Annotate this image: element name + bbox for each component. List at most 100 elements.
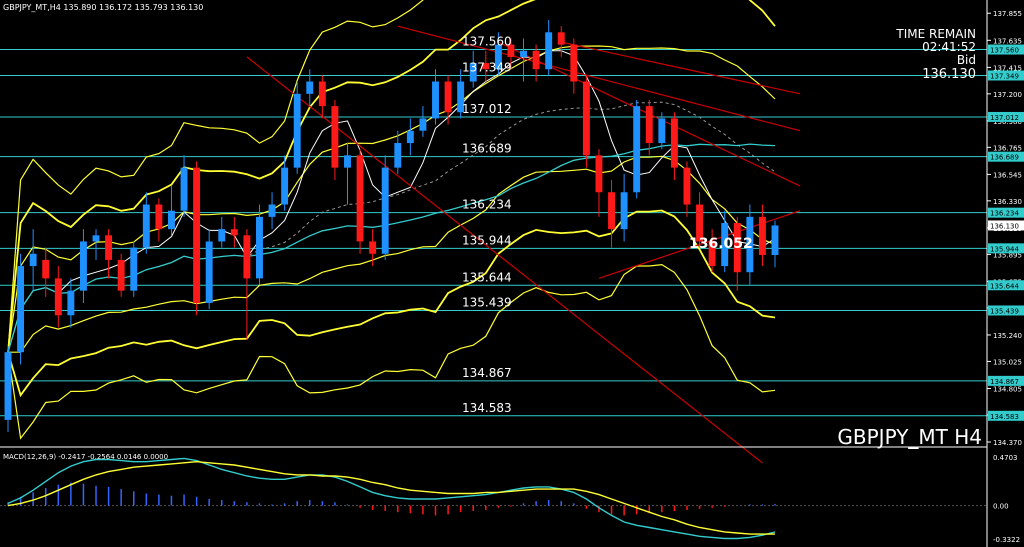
candles [4, 19, 779, 433]
level-price-tag-text: 135.644 [990, 282, 1019, 290]
horizontal-levels [0, 49, 987, 417]
axis-tick-label: 134.805 [993, 385, 1022, 393]
candle-body [758, 216, 766, 255]
bollinger-lower-3 [7, 263, 776, 440]
candle-body [256, 216, 263, 279]
level-price-tag [988, 207, 1024, 218]
candle-body [155, 204, 163, 230]
axis-tick-label: 137.855 [993, 10, 1022, 18]
level-price-tag [988, 410, 1024, 421]
candle-body [381, 167, 389, 254]
time-remain-label: TIME REMAIN [895, 27, 976, 41]
candle-body [344, 155, 351, 168]
macd-title: MACD(12,26,9) -0.2417 -0.2564 0.0146 0.0… [3, 453, 168, 461]
candle-body [193, 167, 201, 303]
macd-scale-label: 0.4703 [993, 454, 1018, 462]
level-price-tag [988, 111, 1024, 122]
macd-panel: 0.4703 0.00 -0.3322 [0, 454, 1020, 544]
level-label: 135.644 [462, 270, 512, 284]
bollinger-upper-1 [7, 45, 776, 353]
candle-body [54, 278, 62, 316]
candle-body [92, 235, 100, 242]
axis-tick-label: 136.545 [993, 171, 1022, 179]
bollinger-lower-2 [7, 209, 776, 398]
candle-body [645, 106, 653, 144]
macd-signal-line [7, 460, 775, 535]
bollinger-upper-2 [7, 0, 776, 353]
symbol-title: GBPJPY_MT H4 [837, 425, 982, 449]
level-price-tag-text: 134.583 [990, 413, 1019, 421]
candle-body [268, 204, 276, 217]
candle-body [469, 63, 477, 82]
level-price-tag-text: 135.944 [990, 245, 1019, 253]
macd-scale-label: 0.00 [993, 503, 1009, 511]
level-price-tag-text: 136.234 [990, 210, 1019, 218]
candle-body [582, 81, 590, 156]
level-label: 136.689 [462, 142, 512, 156]
bid-value: 136.130 [922, 67, 976, 82]
candle-body [117, 259, 125, 291]
candle-body [545, 32, 553, 70]
level-price-tag [988, 243, 1024, 254]
candle-body [507, 44, 515, 57]
candle-body [168, 210, 175, 230]
level-label: 135.439 [462, 295, 512, 309]
candle-body [281, 167, 289, 205]
candle-body [67, 290, 75, 316]
candle-body [721, 223, 729, 267]
level-labels: 137.560 137.349 137.012 136.689 136.234 135.9… [462, 35, 512, 415]
axis-tick-label: 137.415 [993, 64, 1022, 72]
macd-line [7, 457, 776, 540]
level-label: 134.583 [462, 401, 512, 415]
candle-body [457, 81, 465, 113]
candle-body [608, 192, 615, 230]
candle-body [432, 81, 439, 119]
level-label: 137.349 [462, 60, 512, 74]
macd-scale-label: -0.3322 [993, 536, 1020, 544]
level-label: 137.560 [462, 35, 512, 49]
level-label: 137.012 [462, 102, 512, 116]
current-price-tag-text: 136.130 [990, 222, 1019, 230]
axis-tick-label: 137.200 [993, 91, 1022, 99]
level-price-tag [988, 375, 1024, 386]
axis-tick-label: 135.240 [993, 332, 1022, 340]
candle-body [482, 63, 490, 70]
time-remain-value: 02:41:52 [922, 40, 976, 54]
candle-body [557, 32, 565, 45]
current-price-label: 136.052 [689, 236, 753, 252]
axis-tick-label: 135.025 [993, 358, 1022, 366]
level-price-tag-text: 137.560 [990, 47, 1019, 55]
level-price-tag-text: 135.439 [990, 307, 1019, 315]
candle-body [419, 118, 427, 131]
bollinger-upper-3 [7, 0, 424, 353]
level-label: 136.234 [462, 198, 512, 212]
trendline [397, 25, 801, 132]
candle-body [293, 93, 301, 168]
candle-body [670, 118, 678, 168]
candle-body [79, 241, 87, 291]
candle-body [520, 50, 527, 57]
candle-body [331, 106, 339, 168]
candle-body [658, 118, 666, 144]
candle-body [570, 44, 578, 82]
level-price-tag-text: 136.689 [990, 154, 1019, 162]
candle-body [356, 155, 364, 242]
indicator-lines [7, 0, 776, 440]
candle-body [494, 44, 502, 70]
candle-body [306, 81, 314, 94]
candle-body [4, 352, 12, 420]
candle-body [394, 143, 402, 168]
candle-body [243, 235, 251, 279]
level-price-tag [988, 44, 1024, 55]
candle-body [620, 192, 628, 230]
bollinger-lower-1 [8, 155, 776, 353]
candle-body [444, 81, 452, 113]
level-price-tag-text: 137.012 [990, 114, 1019, 122]
trendline [561, 41, 801, 95]
axis-tick-label: 135.895 [993, 251, 1022, 259]
candle-body [130, 247, 138, 291]
candle-body [746, 216, 754, 273]
candle-body [105, 235, 113, 260]
